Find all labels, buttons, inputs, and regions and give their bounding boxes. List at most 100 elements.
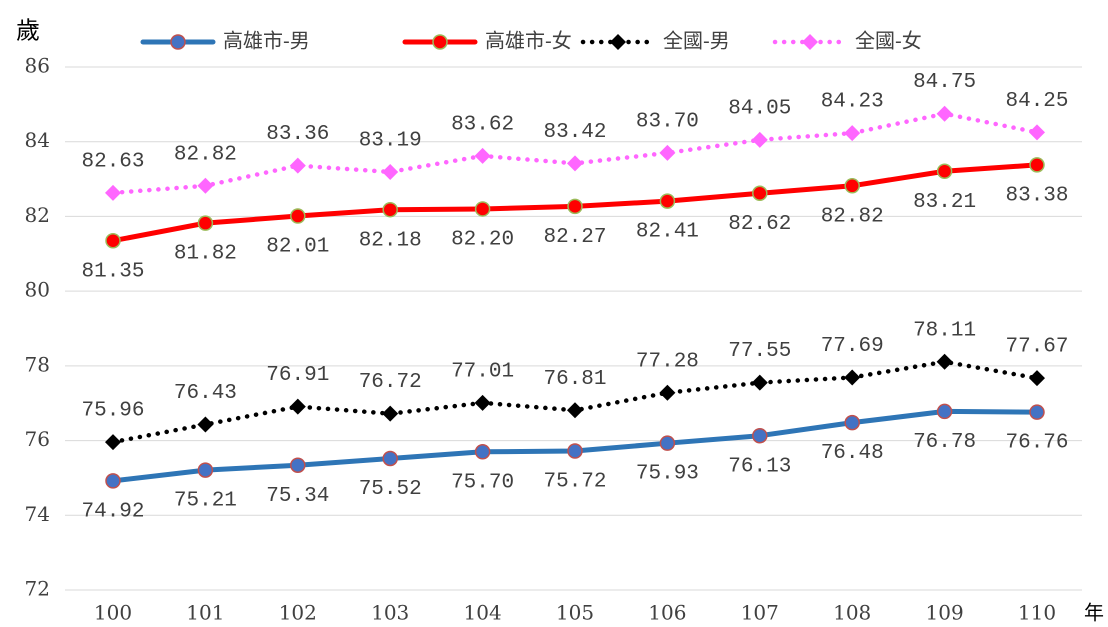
data-point: [659, 144, 676, 161]
data-label: 77.28: [636, 350, 699, 373]
data-point: [659, 193, 676, 209]
data-label: 81.82: [174, 243, 237, 266]
data-point: [659, 384, 676, 401]
data-label: 82.82: [174, 143, 237, 166]
data-point: [936, 105, 953, 122]
data-point: [382, 405, 399, 422]
data-label: 75.52: [359, 478, 422, 501]
legend-label: 全國-男: [663, 29, 730, 53]
legend-label: 全國-女: [855, 29, 922, 53]
x-tick-label: 105: [556, 601, 594, 625]
y-tick-label: 82: [25, 203, 50, 227]
data-label: 83.36: [266, 123, 329, 146]
x-tick-label: 100: [94, 601, 132, 625]
legend-label: 高雄市-女: [485, 29, 572, 53]
data-label: 83.70: [636, 110, 699, 133]
data-label: 82.82: [821, 205, 884, 228]
y-tick-label: 78: [25, 352, 50, 376]
data-label: 84.75: [913, 71, 976, 94]
data-point: [844, 369, 861, 386]
data-label: 75.93: [636, 463, 699, 486]
data-label: 75.34: [266, 485, 329, 508]
legend-label: 高雄市-男: [223, 29, 310, 53]
x-tick-label: 104: [464, 601, 502, 625]
y-tick-label: 74: [25, 502, 50, 526]
x-tick-label: 107: [741, 601, 779, 625]
data-label: 76.81: [543, 368, 606, 391]
data-point: [567, 402, 583, 419]
x-tick-label: 101: [186, 601, 224, 625]
data-point: [197, 215, 214, 231]
data-point: [936, 353, 953, 370]
data-point: [289, 157, 306, 174]
data-point: [290, 208, 306, 224]
legend-marker: [170, 34, 186, 50]
data-label: 82.27: [543, 226, 606, 249]
data-point: [567, 155, 583, 172]
data-label: 84.25: [1005, 90, 1068, 113]
x-axis-label: 年: [1084, 601, 1104, 625]
data-point: [105, 473, 121, 489]
x-tick-label: 103: [371, 601, 409, 625]
x-tick-label: 110: [1018, 601, 1056, 625]
data-point: [751, 374, 768, 391]
data-label: 83.42: [543, 121, 606, 144]
data-label: 77.01: [451, 360, 514, 383]
data-point: [844, 414, 860, 431]
data-point: [290, 457, 306, 473]
data-label: 75.72: [543, 471, 606, 494]
data-label: 81.35: [81, 260, 144, 283]
data-point: [844, 125, 861, 142]
data-label: 82.63: [81, 150, 144, 173]
data-point: [659, 435, 676, 451]
data-point: [474, 444, 491, 460]
data-point: [752, 185, 768, 202]
data-point: [382, 201, 398, 218]
data-label: 83.38: [1005, 184, 1068, 207]
x-tick-label: 109: [926, 601, 964, 625]
data-label: 75.21: [174, 490, 237, 513]
data-point: [1029, 404, 1045, 420]
data-label: 75.96: [81, 400, 144, 423]
data-label: 76.91: [266, 364, 329, 387]
x-tick-label: 102: [279, 601, 317, 625]
data-label: 82.01: [266, 236, 329, 259]
data-point: [289, 398, 306, 415]
data-label: 76.76: [1005, 432, 1068, 455]
data-label: 83.21: [913, 191, 976, 214]
legend-marker: [432, 34, 448, 50]
data-label: 76.48: [821, 442, 884, 465]
data-label: 82.20: [451, 229, 514, 252]
legend-marker: [802, 34, 818, 50]
y-axis-label: 歲: [16, 17, 40, 45]
y-tick-label: 84: [25, 128, 50, 152]
data-label: 82.62: [728, 213, 791, 236]
data-label: 82.41: [636, 221, 699, 244]
data-label: 76.78: [913, 431, 976, 454]
data-point: [105, 232, 121, 249]
data-point: [105, 434, 121, 451]
data-point: [382, 450, 398, 467]
data-label: 82.18: [359, 229, 422, 252]
data-point: [197, 177, 214, 194]
data-point: [474, 201, 491, 217]
data-label: 77.67: [1005, 336, 1068, 359]
y-tick-label: 76: [25, 427, 50, 451]
data-point: [567, 443, 583, 459]
y-tick-label: 86: [25, 54, 50, 78]
data-point: [197, 462, 214, 478]
data-label: 84.05: [728, 97, 791, 120]
data-point: [1029, 370, 1045, 387]
data-point: [844, 178, 860, 194]
data-point: [936, 163, 953, 179]
data-label: 75.70: [451, 471, 514, 494]
data-point: [1029, 124, 1045, 141]
data-label: 78.11: [913, 319, 976, 342]
data-point: [567, 198, 583, 215]
data-label: 74.92: [81, 500, 144, 523]
series-line: [110, 359, 1040, 445]
data-label: 84.23: [821, 91, 884, 114]
data-point: [474, 147, 491, 164]
